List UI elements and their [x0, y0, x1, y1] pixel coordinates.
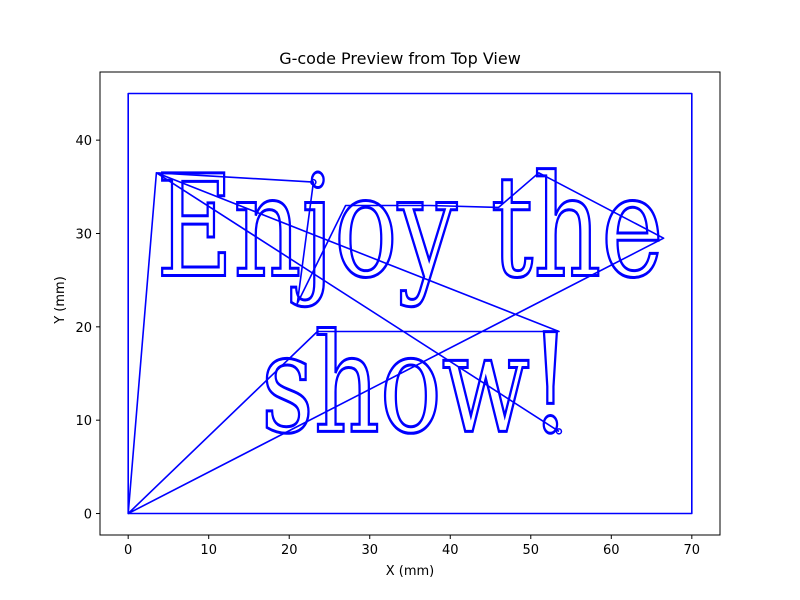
- x-tick-label: 50: [523, 543, 540, 558]
- y-tick-label: 30: [75, 227, 92, 242]
- series-line-border: [127, 92, 693, 515]
- y-tick-label: 40: [75, 134, 92, 149]
- chart-title: G-code Preview from Top View: [279, 49, 521, 68]
- x-tick-label: 0: [124, 543, 132, 558]
- x-axis-label: X (mm): [386, 564, 435, 579]
- path-endpoint-marker: [555, 428, 563, 435]
- x-tick-label: 10: [200, 543, 217, 558]
- x-tick-label: 20: [281, 543, 298, 558]
- path-endpoint-marker: [310, 178, 317, 186]
- series-line-travel: [127, 172, 665, 515]
- axes-frame: [99, 71, 721, 536]
- x-tick-label: 40: [442, 543, 459, 558]
- engraved-text-1: Enjoy the: [156, 145, 663, 309]
- x-tick-label: 60: [603, 543, 620, 558]
- x-tick-label: 70: [684, 543, 701, 558]
- y-tick-label: 10: [75, 414, 92, 429]
- engraved-text-2: show!: [261, 305, 571, 464]
- x-axis: 0 10 20 30 40 50 60 70: [124, 535, 700, 558]
- y-tick-label: 20: [75, 321, 92, 336]
- x-tick-label: 30: [361, 543, 378, 558]
- y-axis-label: Y (mm): [53, 276, 68, 325]
- y-tick-label: 0: [84, 508, 92, 523]
- y-axis: 0 10 20 30 40: [75, 134, 100, 523]
